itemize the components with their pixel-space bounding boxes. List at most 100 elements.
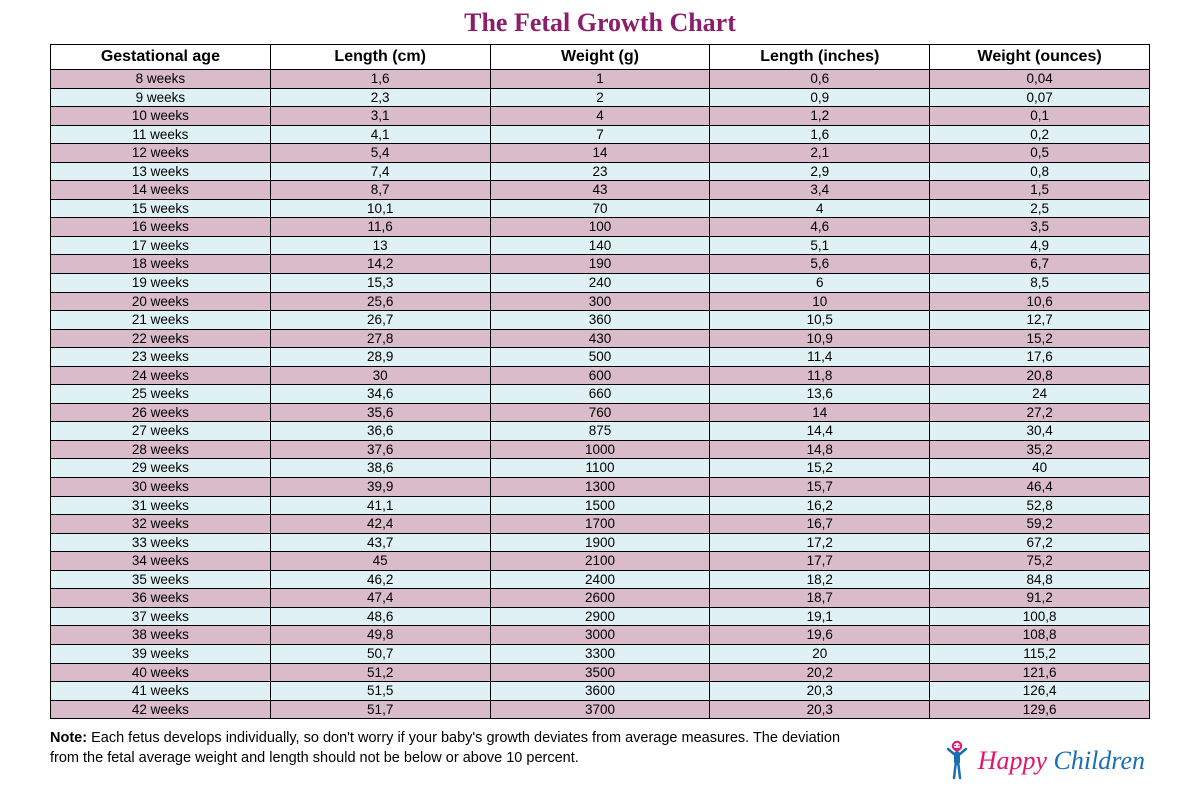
table-row: 24 weeks3060011,820,8 <box>51 366 1150 385</box>
table-cell: 59,2 <box>930 515 1150 534</box>
table-cell: 27,8 <box>270 329 490 348</box>
table-cell: 2400 <box>490 570 710 589</box>
table-cell: 5,1 <box>710 236 930 255</box>
column-header: Length (cm) <box>270 45 490 70</box>
table-cell: 25,6 <box>270 292 490 311</box>
table-cell: 0,8 <box>930 162 1150 181</box>
table-cell: 28 weeks <box>51 440 271 459</box>
table-header-row: Gestational ageLength (cm)Weight (g)Leng… <box>51 45 1150 70</box>
table-row: 13 weeks7,4232,90,8 <box>51 162 1150 181</box>
table-row: 41 weeks51,5360020,3126,4 <box>51 682 1150 701</box>
table-cell: 21 weeks <box>51 311 271 330</box>
table-cell: 35 weeks <box>51 570 271 589</box>
table-row: 37 weeks48,6290019,1100,8 <box>51 607 1150 626</box>
table-cell: 14 <box>490 144 710 163</box>
table-cell: 45 <box>270 552 490 571</box>
table-cell: 2600 <box>490 589 710 608</box>
table-row: 27 weeks36,687514,430,4 <box>51 422 1150 441</box>
table-row: 21 weeks26,736010,512,7 <box>51 311 1150 330</box>
table-cell: 23 <box>490 162 710 181</box>
table-cell: 43 <box>490 181 710 200</box>
table-row: 16 weeks11,61004,63,5 <box>51 218 1150 237</box>
column-header: Gestational age <box>51 45 271 70</box>
table-cell: 0,6 <box>710 70 930 89</box>
table-row: 36 weeks47,4260018,791,2 <box>51 589 1150 608</box>
table-cell: 600 <box>490 366 710 385</box>
table-cell: 38,6 <box>270 459 490 478</box>
table-cell: 36 weeks <box>51 589 271 608</box>
table-cell: 2,1 <box>710 144 930 163</box>
table-row: 35 weeks46,2240018,284,8 <box>51 570 1150 589</box>
table-cell: 20,8 <box>930 366 1150 385</box>
table-cell: 46,2 <box>270 570 490 589</box>
table-cell: 15,3 <box>270 274 490 293</box>
table-cell: 27 weeks <box>51 422 271 441</box>
table-cell: 2100 <box>490 552 710 571</box>
table-cell: 40 <box>930 459 1150 478</box>
table-cell: 67,2 <box>930 533 1150 552</box>
table-cell: 19,6 <box>710 626 930 645</box>
table-cell: 12,7 <box>930 311 1150 330</box>
table-cell: 19,1 <box>710 607 930 626</box>
table-cell: 4 <box>710 199 930 218</box>
table-row: 25 weeks34,666013,624 <box>51 385 1150 404</box>
table-cell: 29 weeks <box>51 459 271 478</box>
table-cell: 1000 <box>490 440 710 459</box>
table-cell: 30 <box>270 366 490 385</box>
table-cell: 8,5 <box>930 274 1150 293</box>
table-cell: 660 <box>490 385 710 404</box>
table-cell: 26 weeks <box>51 403 271 422</box>
table-cell: 10,1 <box>270 199 490 218</box>
table-cell: 18,7 <box>710 589 930 608</box>
table-cell: 14,4 <box>710 422 930 441</box>
growth-table: Gestational ageLength (cm)Weight (g)Leng… <box>50 44 1150 719</box>
table-cell: 126,4 <box>930 682 1150 701</box>
table-cell: 100 <box>490 218 710 237</box>
table-cell: 240 <box>490 274 710 293</box>
table-cell: 108,8 <box>930 626 1150 645</box>
table-cell: 51,2 <box>270 663 490 682</box>
table-row: 33 weeks43,7190017,267,2 <box>51 533 1150 552</box>
table-cell: 30 weeks <box>51 478 271 497</box>
table-row: 32 weeks42,4170016,759,2 <box>51 515 1150 534</box>
table-cell: 0,07 <box>930 88 1150 107</box>
table-cell: 50,7 <box>270 644 490 663</box>
table-cell: 190 <box>490 255 710 274</box>
table-cell: 17 weeks <box>51 236 271 255</box>
table-row: 28 weeks37,6100014,835,2 <box>51 440 1150 459</box>
table-cell: 7 <box>490 125 710 144</box>
table-cell: 30,4 <box>930 422 1150 441</box>
table-cell: 32 weeks <box>51 515 271 534</box>
table-cell: 33 weeks <box>51 533 271 552</box>
table-cell: 42,4 <box>270 515 490 534</box>
table-cell: 24 weeks <box>51 366 271 385</box>
table-cell: 10 weeks <box>51 107 271 126</box>
table-cell: 8,7 <box>270 181 490 200</box>
table-cell: 22 weeks <box>51 329 271 348</box>
note-label: Note: <box>50 730 87 746</box>
table-cell: 1900 <box>490 533 710 552</box>
table-row: 29 weeks38,6110015,240 <box>51 459 1150 478</box>
table-cell: 70 <box>490 199 710 218</box>
table-cell: 20,3 <box>710 682 930 701</box>
table-cell: 0,04 <box>930 70 1150 89</box>
table-cell: 2,3 <box>270 88 490 107</box>
table-cell: 75,2 <box>930 552 1150 571</box>
table-cell: 12 weeks <box>51 144 271 163</box>
table-cell: 7,4 <box>270 162 490 181</box>
table-cell: 16,2 <box>710 496 930 515</box>
table-cell: 25 weeks <box>51 385 271 404</box>
table-cell: 35,6 <box>270 403 490 422</box>
table-cell: 15 weeks <box>51 199 271 218</box>
table-row: 14 weeks8,7433,41,5 <box>51 181 1150 200</box>
table-cell: 2900 <box>490 607 710 626</box>
table-cell: 52,8 <box>930 496 1150 515</box>
table-cell: 2,9 <box>710 162 930 181</box>
table-cell: 430 <box>490 329 710 348</box>
logo-text: Happy Children <box>978 746 1145 776</box>
table-cell: 19 weeks <box>51 274 271 293</box>
table-row: 26 weeks35,67601427,2 <box>51 403 1150 422</box>
table-cell: 16,7 <box>710 515 930 534</box>
table-cell: 13 <box>270 236 490 255</box>
table-cell: 15,2 <box>710 459 930 478</box>
